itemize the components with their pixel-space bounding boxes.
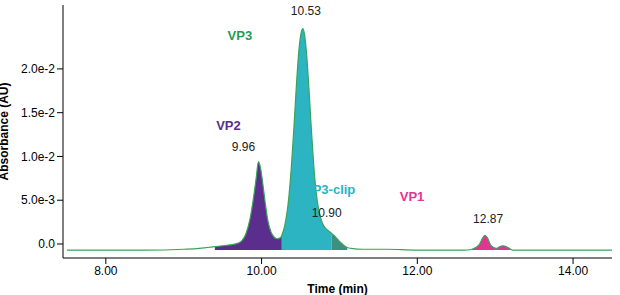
svg-text:1.0e-2: 1.0e-2 bbox=[21, 150, 55, 164]
svg-text:VP2: VP2 bbox=[216, 118, 241, 133]
svg-text:12.87: 12.87 bbox=[473, 212, 503, 226]
svg-text:Time (min): Time (min) bbox=[307, 282, 367, 295]
svg-text:8.00: 8.00 bbox=[94, 264, 118, 278]
svg-text:2.0e-2: 2.0e-2 bbox=[21, 62, 55, 76]
svg-text:9.96: 9.96 bbox=[232, 140, 256, 154]
svg-text:5.0e-3: 5.0e-3 bbox=[21, 193, 55, 207]
svg-text:VP1: VP1 bbox=[400, 189, 425, 204]
svg-text:VP3: VP3 bbox=[228, 28, 253, 43]
svg-text:Absorbance (AU): Absorbance (AU) bbox=[8, 82, 11, 180]
svg-text:10.90: 10.90 bbox=[312, 206, 342, 220]
svg-text:VP3-clip: VP3-clip bbox=[304, 182, 355, 197]
svg-text:12.00: 12.00 bbox=[402, 264, 432, 278]
svg-text:14.00: 14.00 bbox=[558, 264, 588, 278]
svg-text:10.00: 10.00 bbox=[247, 264, 277, 278]
svg-text:0.0: 0.0 bbox=[38, 237, 55, 251]
svg-text:10.53: 10.53 bbox=[291, 4, 321, 18]
svg-text:1.5e-2: 1.5e-2 bbox=[21, 106, 55, 120]
